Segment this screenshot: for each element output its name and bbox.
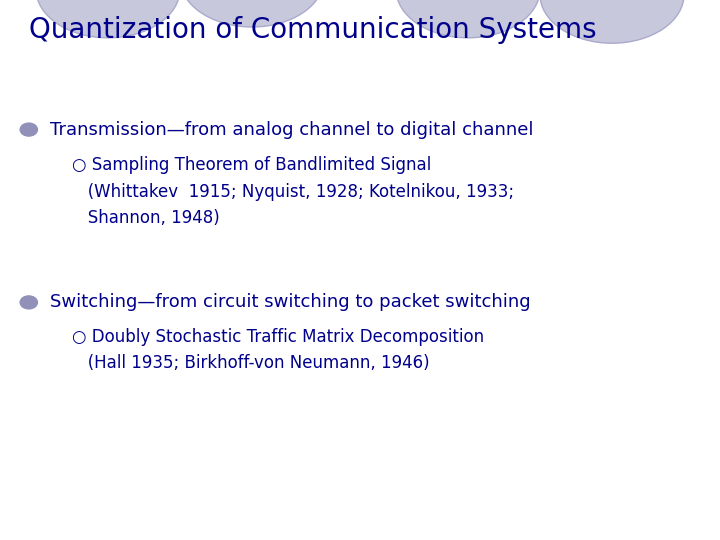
Text: ○ Sampling Theorem of Bandlimited Signal: ○ Sampling Theorem of Bandlimited Signal (72, 156, 431, 174)
Text: ○ Doubly Stochastic Traffic Matrix Decomposition: ○ Doubly Stochastic Traffic Matrix Decom… (72, 328, 484, 346)
Text: Quantization of Communication Systems: Quantization of Communication Systems (29, 16, 596, 44)
Ellipse shape (540, 0, 684, 43)
Text: Transmission—from analog channel to digital channel: Transmission—from analog channel to digi… (50, 120, 534, 139)
Text: Shannon, 1948): Shannon, 1948) (72, 208, 220, 227)
Text: Switching—from circuit switching to packet switching: Switching—from circuit switching to pack… (50, 293, 531, 312)
Text: (Whittakev  1915; Nyquist, 1928; Kotelnikou, 1933;: (Whittakev 1915; Nyquist, 1928; Kotelnik… (72, 183, 514, 201)
Circle shape (20, 123, 37, 136)
Text: (Hall 1935; Birkhoff-von Neumann, 1946): (Hall 1935; Birkhoff-von Neumann, 1946) (72, 354, 430, 372)
Ellipse shape (180, 0, 324, 27)
Ellipse shape (36, 0, 180, 38)
Ellipse shape (396, 0, 540, 38)
Circle shape (20, 296, 37, 309)
